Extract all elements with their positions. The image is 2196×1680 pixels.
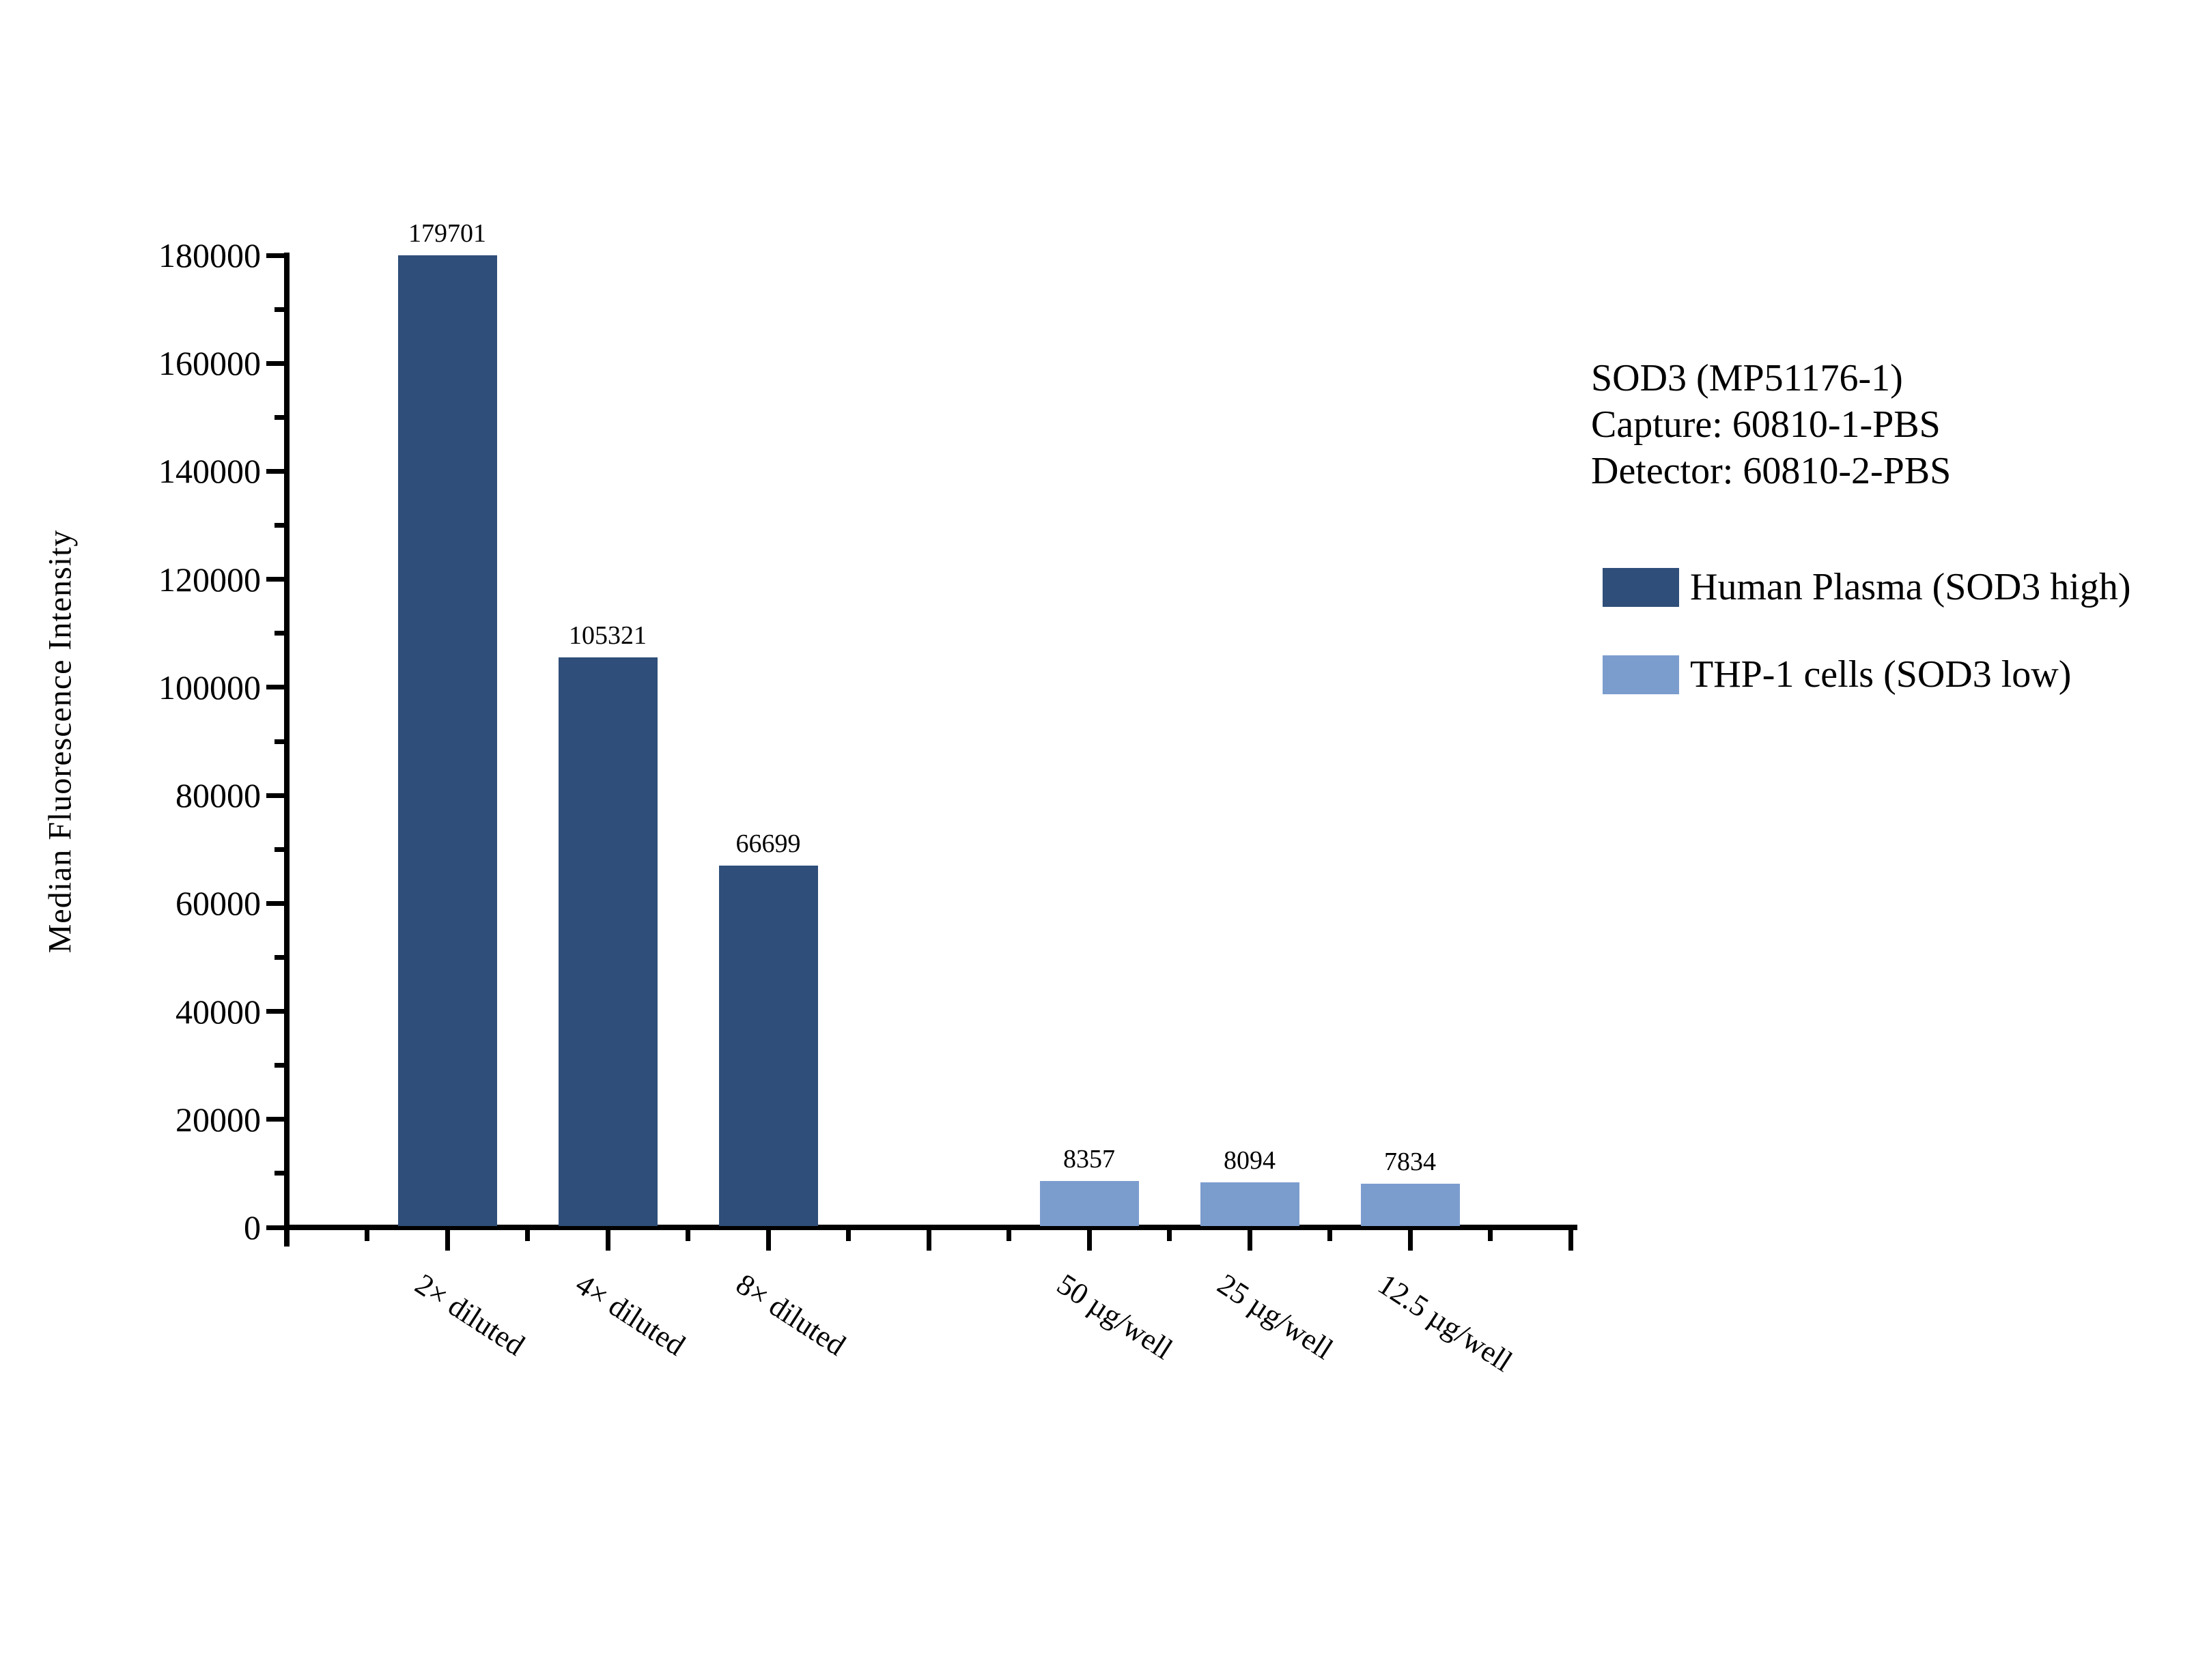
y-minor-tick	[274, 954, 284, 960]
x-category-label: 12.5 µg/well	[1372, 1267, 1519, 1379]
x-major-tick	[1568, 1230, 1573, 1251]
y-major-tick	[266, 360, 284, 366]
y-minor-tick	[274, 414, 284, 420]
y-minor-tick	[274, 307, 284, 312]
legend-label: Human Plasma (SOD3 high)	[1690, 566, 2131, 608]
x-minor-tick	[846, 1230, 851, 1241]
bar-value-label: 7834	[1384, 1148, 1436, 1176]
legend-item-thp1-cells: THP-1 cells (SOD3 low)	[1603, 655, 2071, 694]
x-category-label: 50 µg/well	[1051, 1267, 1179, 1367]
bar-50-g-well	[1039, 1181, 1139, 1226]
y-major-tick	[266, 253, 284, 258]
y-tick-label: 120000	[158, 560, 261, 599]
x-minor-tick	[525, 1230, 530, 1241]
x-major-tick	[1086, 1230, 1092, 1251]
bar-2-diluted	[397, 255, 497, 1226]
bar-4-diluted	[558, 657, 658, 1226]
x-minor-tick	[1327, 1230, 1332, 1241]
x-major-tick	[605, 1230, 610, 1251]
bar-value-label: 8357	[1063, 1145, 1115, 1173]
y-minor-tick	[274, 739, 284, 744]
y-major-tick	[266, 1225, 284, 1230]
x-minor-tick	[1167, 1230, 1172, 1241]
x-major-tick	[926, 1230, 931, 1251]
y-tick-label: 0	[244, 1208, 261, 1247]
y-major-tick	[266, 900, 284, 906]
y-minor-tick	[274, 1171, 284, 1176]
x-category-label: 8× diluted	[730, 1267, 852, 1363]
y-tick-label: 20000	[175, 1100, 261, 1139]
y-tick-label: 160000	[158, 344, 261, 383]
legend-swatch-light-blue	[1603, 655, 1679, 694]
y-tick-label: 40000	[175, 992, 261, 1031]
annotation-line-title: SOD3 (MP51176-1)	[1591, 357, 1903, 399]
y-minor-tick	[274, 846, 284, 852]
x-minor-tick	[365, 1230, 369, 1241]
x-major-tick	[765, 1230, 771, 1251]
x-category-label: 4× diluted	[569, 1267, 692, 1363]
y-major-tick	[266, 1117, 284, 1122]
x-major-tick	[1247, 1230, 1252, 1251]
y-minor-tick	[274, 1063, 284, 1068]
y-tick-label: 140000	[158, 452, 261, 491]
y-major-tick	[266, 793, 284, 798]
y-major-tick	[266, 468, 284, 474]
y-minor-tick	[274, 631, 284, 636]
y-major-tick	[266, 1009, 284, 1014]
y-tick-label: 100000	[158, 668, 261, 707]
y-major-tick	[266, 685, 284, 690]
bar-12.5-g-well	[1360, 1184, 1460, 1226]
bar-value-label: 105321	[569, 621, 647, 650]
x-axis-line	[284, 1225, 1577, 1230]
bar-8-diluted	[718, 866, 818, 1226]
y-major-tick	[266, 577, 284, 582]
x-minor-tick	[1488, 1230, 1493, 1241]
x-minor-tick	[1006, 1230, 1011, 1241]
legend-item-human-plasma: Human Plasma (SOD3 high)	[1603, 568, 2131, 607]
annotation-line-capture: Capture: 60810-1-PBS	[1591, 403, 1941, 446]
x-category-label: 25 µg/well	[1211, 1267, 1339, 1367]
x-category-label: 2× diluted	[409, 1267, 531, 1363]
y-tick-label: 80000	[175, 776, 261, 815]
annotation-block: SOD3 (MP51176-1) Capture: 60810-1-PBS De…	[1591, 355, 1951, 494]
y-tick-label: 180000	[158, 236, 261, 274]
y-minor-tick	[274, 523, 284, 528]
annotation-line-detector: Detector: 60810-2-PBS	[1591, 450, 1952, 492]
x-major-tick	[1407, 1230, 1413, 1251]
bar-value-label: 8094	[1224, 1146, 1276, 1175]
x-minor-tick	[686, 1230, 690, 1241]
x-major-tick	[445, 1230, 450, 1251]
legend-swatch-dark-blue	[1603, 568, 1679, 607]
bar-value-label: 179701	[408, 219, 486, 248]
y-tick-label: 60000	[175, 884, 261, 923]
bar-value-label: 66699	[735, 829, 801, 858]
legend-label: THP-1 cells (SOD3 low)	[1690, 653, 2072, 696]
bar-25-g-well	[1200, 1182, 1299, 1226]
y-axis-line	[284, 253, 290, 1247]
